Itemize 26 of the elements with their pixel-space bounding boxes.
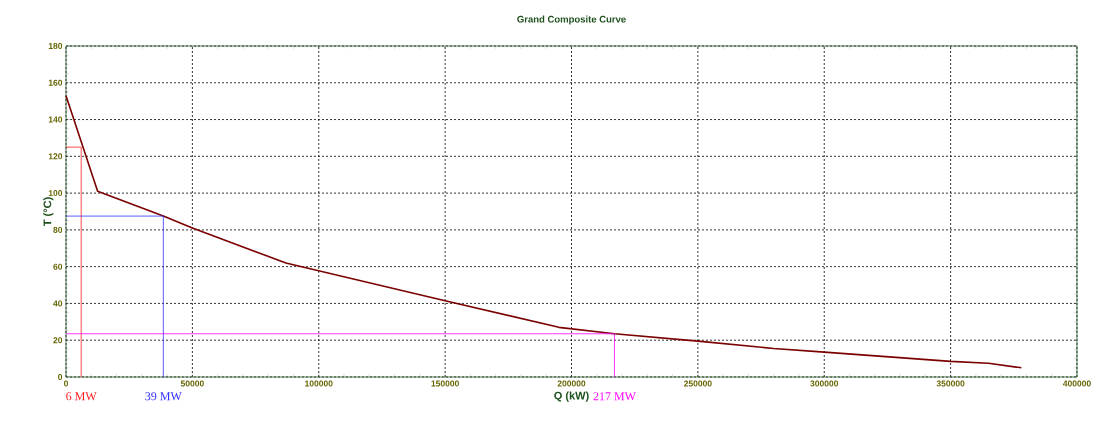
y-tick-label: 0 xyxy=(58,373,63,380)
x-tick-label: 100000 xyxy=(305,380,333,387)
text: 217 MW xyxy=(593,392,636,401)
x-tick-label: 50000 xyxy=(180,380,204,387)
y-tick-label: 20 xyxy=(53,337,63,344)
chart-title: Grand Composite Curve xyxy=(517,15,626,25)
x-tick-label: 250000 xyxy=(683,380,712,387)
x-tick-label: 0 xyxy=(63,380,69,387)
x-tick-label: 400000 xyxy=(1062,380,1091,387)
x-tick-label: 300000 xyxy=(810,380,839,387)
x-tick-label: 150000 xyxy=(431,380,459,387)
x-axis-title: Q (kW) xyxy=(554,391,589,402)
y-axis-title: T (°C) xyxy=(43,197,54,227)
x-tick-label: 350000 xyxy=(936,380,965,387)
y-tick-label: 120 xyxy=(48,153,63,160)
line-series xyxy=(65,94,1023,369)
y-tick-label: 160 xyxy=(48,79,63,86)
text: 6 MW xyxy=(66,392,97,401)
text: 39 MW xyxy=(145,392,182,401)
y-tick-label: 60 xyxy=(53,263,63,270)
y-tick-label: 180 xyxy=(48,42,63,49)
y-tick-label: 80 xyxy=(53,226,63,233)
y-tick-label: 140 xyxy=(48,116,63,123)
y-tick-label: 40 xyxy=(53,300,63,307)
y-tick-label: 100 xyxy=(48,190,63,197)
x-tick-label: 200000 xyxy=(557,380,586,387)
